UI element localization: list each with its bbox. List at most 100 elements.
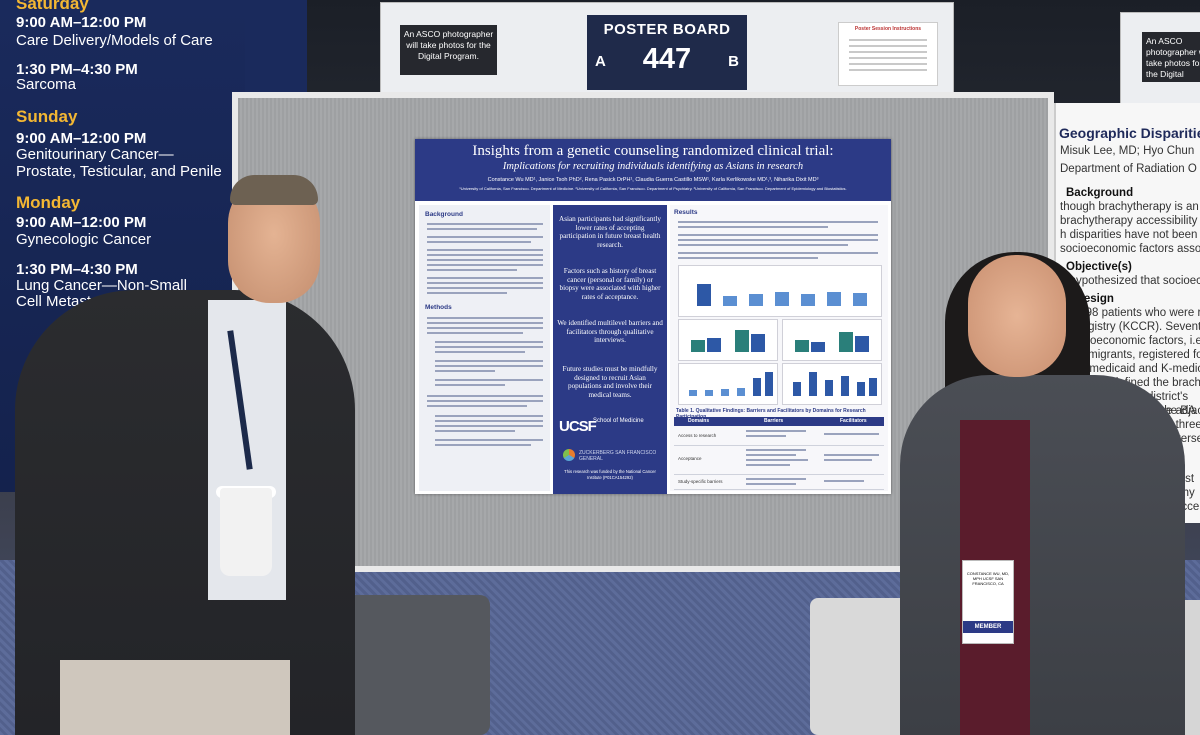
text-line: [435, 379, 543, 381]
side-b-label: B: [728, 53, 739, 70]
text-line: [849, 57, 927, 59]
text-line: [427, 287, 543, 289]
research-poster: Insights from a genetic counseling rando…: [415, 139, 891, 494]
text-line: [435, 384, 505, 386]
chart-bar: [841, 376, 849, 396]
ucsf-school-label: School of Medicine: [593, 418, 644, 424]
text-line: [849, 63, 927, 65]
adjacent-text-line: e adjacent n: [1166, 405, 1200, 417]
adjacent-poster-title: Geographic Disparities i: [1059, 125, 1200, 141]
finding-text: Future studies must be mindfully designe…: [562, 365, 658, 399]
adjacent-text-line: ge immigrants, registered fo: [1060, 349, 1200, 361]
table-row: Study-specific barriers: [674, 475, 884, 490]
chart-bar: [737, 388, 745, 396]
text-line: [746, 459, 808, 461]
chart-bar: [825, 380, 833, 396]
chart-bar: [749, 294, 763, 306]
text-line: [435, 360, 543, 362]
adjacent-poster-dept: Department of Radiation O: [1060, 163, 1197, 175]
chart-bar: [853, 293, 867, 306]
text-line: [427, 264, 543, 266]
chart-bar: [735, 330, 749, 352]
session-instructions-sheet: Poster Session Instructions: [838, 22, 938, 86]
man-trousers: [60, 660, 290, 735]
text-line: [678, 234, 878, 236]
schedule-time: 1:30 PM–4:30 PM: [16, 61, 138, 78]
badge-member-label: MEMBER: [963, 621, 1013, 633]
table-header-cell: Domains: [688, 418, 710, 424]
poster-board-number-box: POSTER BOARD A 447 B: [587, 15, 747, 90]
schedule-day: Monday: [16, 193, 81, 212]
banner-edge: [245, 0, 307, 95]
chart-bar: [801, 294, 815, 306]
text-line: [678, 252, 878, 254]
chart-bar: [705, 390, 713, 396]
text-line: [746, 478, 806, 480]
adjacent-text-line: S). K-medicaid and K-medic: [1060, 363, 1200, 375]
table-header-cell: Barriers: [764, 418, 784, 424]
zsfg-logo-icon: [563, 449, 575, 461]
table-cell: Acceptance: [678, 456, 702, 461]
schedule-topic: Prostate, Testicular, and Penile: [16, 163, 222, 180]
chart-bar: [751, 334, 765, 352]
adjacent-text-line: though brachytherapy is an esse: [1060, 201, 1200, 213]
chart-bar: [753, 378, 761, 396]
results-chart-e: [782, 363, 882, 405]
text-line: [678, 244, 848, 246]
section-heading-background: Background: [425, 211, 463, 218]
poster-left-column: Background Methods: [419, 205, 550, 491]
funding-note: This research was funded by the National…: [564, 469, 656, 480]
table-row: Acceptance: [674, 446, 884, 475]
text-line: [824, 459, 872, 461]
text-line: [427, 249, 543, 251]
text-line: [427, 228, 537, 230]
chart-bar: [795, 340, 809, 352]
coffee-cup: [220, 488, 272, 576]
schedule-topic: Lung Cancer—Non-Small: [16, 277, 187, 294]
poster-results-column: Results: [670, 205, 888, 491]
schedule-day: Sunday: [16, 107, 78, 126]
chart-bar: [809, 372, 817, 396]
results-chart-a: [678, 265, 882, 317]
text-line: [746, 464, 790, 466]
poster-key-findings-column: Asian participants had significantly low…: [553, 205, 667, 494]
poster-subtitle: Implications for recruiting individuals …: [502, 161, 804, 172]
text-line: [427, 282, 543, 284]
woman-in-blazer: [900, 375, 1185, 735]
chart-bar: [811, 342, 825, 352]
text-line: [746, 430, 806, 432]
adjacent-text-line: h disparities have not been clear: [1060, 229, 1200, 241]
photographer-notice: An ASCO photographer will take photos fo…: [400, 25, 497, 75]
schedule-time: 9:00 AM–12:00 PM: [16, 14, 147, 31]
adjacent-text-line: brachytherapy accessibility for cervi: [1060, 215, 1200, 227]
poster-title: Insights from a genetic counseling rando…: [472, 143, 834, 159]
text-line: [435, 415, 543, 417]
adjacent-text-line: e hypothesized that socioeconom: [1060, 275, 1200, 287]
schedule-topic: Genitourinary Cancer—: [16, 146, 174, 163]
ucsf-logo: UCSF: [559, 418, 597, 435]
text-line: [678, 257, 818, 259]
text-line: [746, 449, 806, 451]
text-line: [435, 444, 531, 446]
schedule-time: 1:30 PM–4:30 PM: [16, 261, 138, 278]
adjacent-section-heading: Objective(s): [1066, 261, 1132, 273]
text-line: [678, 221, 878, 223]
text-line: [427, 400, 543, 402]
chart-bar: [857, 382, 865, 396]
finding-text: We identified multilevel barriers and fa…: [557, 319, 663, 345]
schedule-time: 9:00 AM–12:00 PM: [16, 130, 147, 147]
text-line: [824, 454, 879, 456]
text-line: [427, 395, 543, 397]
chart-bar: [827, 292, 841, 306]
poster-header: Insights from a genetic counseling rando…: [415, 139, 891, 201]
text-line: [849, 39, 927, 41]
adjacent-text-line: socioeconomic factors associated w: [1060, 243, 1200, 255]
text-line: [435, 425, 543, 427]
poster-board-label: POSTER BOARD: [603, 21, 731, 38]
text-line: [824, 433, 879, 435]
chart-bar: [691, 340, 705, 352]
text-line: [427, 317, 543, 319]
table-cell: Access to research: [678, 433, 717, 438]
chart-bar: [765, 372, 773, 396]
text-line: [678, 239, 878, 241]
